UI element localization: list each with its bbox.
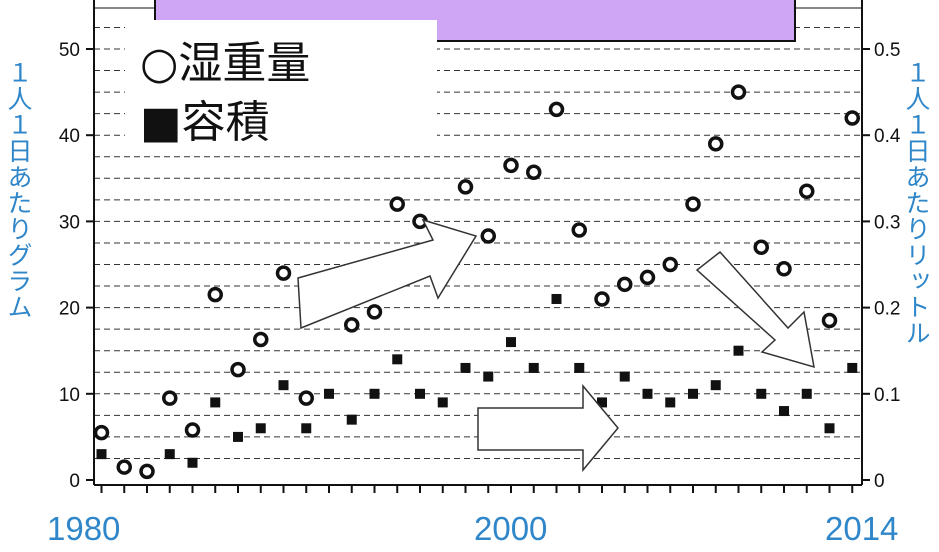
volume-point (164, 449, 175, 460)
right-tick-label: 0.4 (874, 126, 901, 147)
volume-point (528, 362, 539, 373)
volume-point (642, 388, 653, 399)
wet-weight-point (207, 286, 223, 303)
wet-weight-point (93, 424, 110, 441)
wet-weight-point (298, 390, 314, 406)
flat-trend-arrow (477, 383, 619, 473)
wet-weight-point (662, 256, 678, 273)
volume-point (688, 388, 698, 399)
wet-weight-point (389, 196, 405, 212)
x-axis-ticks (100, 485, 854, 493)
wet-weight-point (184, 422, 201, 438)
volume-point (210, 397, 221, 408)
falling-trend-arrow (695, 250, 815, 369)
volume-point (847, 362, 858, 373)
volume-point (187, 457, 198, 468)
wet-weight-point (821, 312, 838, 329)
wet-weight-point (639, 269, 656, 286)
volume-point (665, 397, 676, 408)
legend-entry-circle: ○湿重量 (140, 38, 310, 89)
wet-weight-point (844, 110, 860, 126)
left-tick-label: 10 (59, 385, 80, 406)
wet-weight-point (548, 101, 565, 118)
right-axis-ticks: 0 0.1 0.2 0.3 0.4 0.5 (862, 40, 901, 492)
left-tick-label: 50 (59, 40, 80, 61)
volume-point (324, 388, 334, 399)
rising-trend-arrow (297, 218, 478, 330)
left-tick-label: 20 (59, 299, 80, 320)
wet-weight-point (685, 196, 701, 212)
wet-weight-point (753, 239, 769, 256)
wet-weight-point (730, 84, 747, 100)
x-tick-label-1980: 1980 (47, 510, 121, 547)
wet-weight-point (230, 361, 246, 378)
volume-point (483, 371, 494, 382)
wet-weight-point (253, 331, 269, 348)
volume-point (574, 362, 585, 373)
volume-point (437, 397, 448, 408)
series-volume-marks (96, 293, 858, 468)
legend-background (125, 20, 437, 150)
wet-weight-point (503, 157, 519, 174)
volume-point (733, 345, 744, 356)
wet-weight-point (617, 276, 633, 293)
volume-point (233, 431, 243, 442)
right-tick-label: 0.1 (874, 385, 900, 406)
volume-point (392, 354, 403, 365)
wet-weight-point (571, 222, 587, 238)
left-tick-label: 30 (59, 212, 80, 233)
volume-point (278, 380, 289, 391)
wet-weight-point (526, 164, 542, 181)
volume-point (824, 423, 835, 434)
volume-point (756, 388, 767, 399)
volume-point (415, 388, 425, 399)
wet-weight-point (162, 390, 178, 406)
series-wet-weight-marks (93, 84, 860, 480)
volume-point (506, 337, 516, 348)
right-tick-label: 0.2 (874, 299, 900, 320)
volume-point (619, 371, 630, 382)
volume-point (301, 423, 312, 434)
volume-point (346, 414, 357, 425)
wet-weight-point (275, 265, 292, 281)
volume-point (460, 362, 471, 373)
wet-weight-point (366, 304, 383, 320)
x-tick-label-2014: 2014 (825, 510, 899, 547)
volume-point (96, 449, 107, 460)
x-tick-label-2000: 2000 (474, 510, 548, 547)
volume-point (779, 406, 789, 417)
volume-point (255, 423, 266, 434)
right-tick-label: 0.5 (874, 40, 900, 61)
volume-point (597, 397, 607, 408)
legend-entry-square: ■容積 (140, 97, 270, 148)
volume-point (801, 388, 812, 399)
volume-point (710, 380, 721, 391)
left-tick-label: 40 (59, 126, 80, 147)
left-tick-label: 0 (69, 471, 80, 492)
volume-point (369, 388, 380, 399)
volume-point (551, 293, 562, 304)
wet-weight-point (457, 179, 474, 195)
right-tick-label: 0.3 (874, 212, 900, 233)
right-axis-label: １人１日あたりリットル (902, 60, 931, 346)
wet-weight-point (594, 291, 610, 307)
wet-weight-point (344, 317, 360, 333)
wet-weight-point (139, 463, 155, 480)
left-axis-ticks: 0 10 20 30 40 50 (59, 40, 94, 492)
right-tick-label: 0 (874, 471, 885, 492)
wet-weight-point (776, 261, 792, 277)
wet-weight-point (116, 459, 132, 475)
wet-weight-point (708, 136, 724, 152)
wet-weight-point (799, 183, 815, 199)
left-axis-label: １人１日あたりグラム (4, 60, 33, 320)
wet-weight-point (480, 228, 496, 244)
